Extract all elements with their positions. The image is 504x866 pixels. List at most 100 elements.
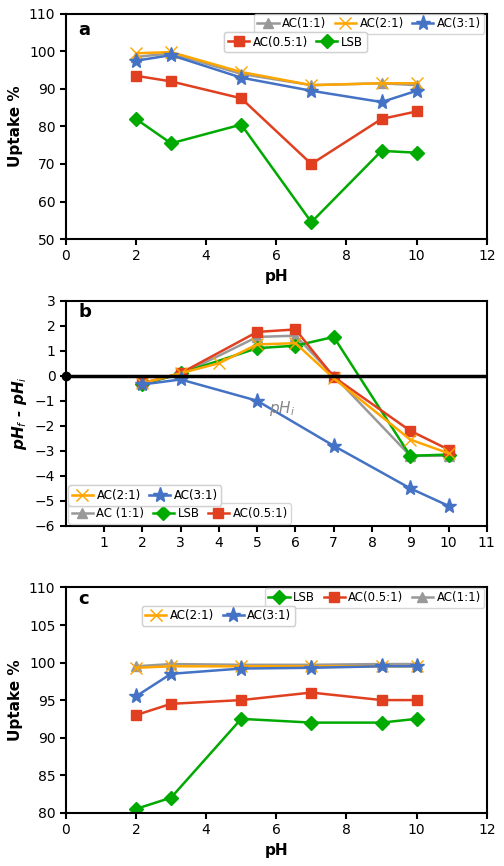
Line: AC(2:1): AC(2:1) [131, 47, 422, 91]
AC(2:1) [254, 339, 260, 350]
AC(1:1) [379, 659, 385, 669]
AC (1:1) [177, 369, 183, 379]
LSB [168, 139, 174, 149]
AC(3:1) [168, 669, 174, 679]
Line: AC(1:1): AC(1:1) [131, 659, 421, 671]
AC(3:1) [379, 97, 385, 107]
LSB [238, 120, 244, 130]
AC(2:1) [139, 378, 145, 389]
LSB [414, 714, 420, 724]
LSB [168, 792, 174, 803]
AC(0.5:1) [414, 695, 420, 705]
Legend: AC(0.5:1), LSB: AC(0.5:1), LSB [224, 32, 366, 52]
Legend: AC(2:1), AC(3:1): AC(2:1), AC(3:1) [142, 605, 295, 625]
AC(2:1) [177, 368, 183, 378]
AC(3:1) [238, 663, 244, 674]
Text: b: b [79, 303, 91, 321]
AC(2:1) [379, 78, 385, 88]
LSB [292, 340, 298, 351]
LSB [308, 217, 314, 228]
Line: AC(0.5:1): AC(0.5:1) [131, 688, 421, 720]
AC (1:1) [254, 332, 260, 342]
Line: AC(2:1): AC(2:1) [131, 661, 422, 674]
AC (1:1) [292, 331, 298, 341]
LSB [133, 804, 139, 814]
AC(3:1) [238, 73, 244, 83]
Line: AC(3:1): AC(3:1) [129, 659, 424, 704]
AC(1:1) [308, 660, 314, 670]
AC(0.5:1) [331, 372, 337, 382]
AC(2:1) [133, 662, 139, 673]
AC(3:1) [168, 50, 174, 61]
AC(3:1) [133, 55, 139, 66]
AC(3:1) [414, 661, 420, 671]
AC(0.5:1) [238, 695, 244, 705]
AC(3:1) [254, 396, 260, 406]
AC(2:1) [379, 661, 385, 671]
LSB [238, 714, 244, 724]
AC(2:1) [292, 338, 298, 348]
Text: a: a [79, 21, 90, 39]
AC(1:1) [379, 78, 385, 88]
Line: LSB: LSB [138, 332, 454, 461]
AC(1:1) [133, 52, 139, 62]
AC(0.5:1) [133, 710, 139, 721]
AC(2:1) [308, 661, 314, 671]
AC(1:1) [308, 80, 314, 90]
AC(3:1) [407, 483, 413, 494]
Text: c: c [79, 590, 89, 608]
Line: AC (1:1): AC (1:1) [138, 331, 454, 461]
AC(0.5:1) [379, 695, 385, 705]
AC (1:1) [446, 450, 452, 461]
AC(1:1) [238, 660, 244, 670]
Line: AC(1:1): AC(1:1) [131, 48, 421, 90]
AC(3:1) [331, 441, 337, 451]
AC(2:1) [407, 435, 413, 445]
AC(0.5:1) [407, 425, 413, 436]
LSB [414, 147, 420, 158]
LSB [177, 368, 183, 378]
AC(2:1) [414, 661, 420, 671]
AC(1:1) [414, 80, 420, 90]
X-axis label: pH: pH [265, 843, 288, 857]
LSB [139, 379, 145, 390]
Y-axis label: Uptake %: Uptake % [9, 86, 23, 167]
AC (1:1) [139, 378, 145, 389]
AC(2:1) [238, 661, 244, 671]
Line: AC(3:1): AC(3:1) [135, 372, 456, 514]
AC(2:1) [133, 48, 139, 58]
AC(0.5:1) [379, 113, 385, 124]
LSB [407, 450, 413, 461]
Line: AC(0.5:1): AC(0.5:1) [138, 325, 454, 455]
LSB [446, 449, 452, 460]
AC(0.5:1) [139, 378, 145, 389]
AC(0.5:1) [168, 76, 174, 87]
Line: AC(3:1): AC(3:1) [129, 48, 424, 110]
AC(1:1) [238, 68, 244, 79]
AC(3:1) [133, 691, 139, 701]
LSB [379, 717, 385, 727]
AC(3:1) [446, 501, 452, 511]
AC(3:1) [308, 662, 314, 673]
AC(3:1) [308, 86, 314, 96]
AC (1:1) [407, 450, 413, 461]
AC(2:1) [331, 373, 337, 384]
AC(0.5:1) [133, 70, 139, 81]
AC(0.5:1) [168, 699, 174, 709]
Y-axis label: Uptake %: Uptake % [9, 659, 23, 741]
AC(0.5:1) [238, 94, 244, 104]
AC(0.5:1) [177, 368, 183, 378]
Line: AC(2:1): AC(2:1) [137, 338, 454, 459]
AC(0.5:1) [292, 324, 298, 334]
AC(2:1) [308, 80, 314, 90]
Line: LSB: LSB [131, 114, 421, 227]
LSB [308, 717, 314, 727]
AC(1:1) [414, 659, 420, 669]
AC(3:1) [414, 86, 420, 96]
AC(3:1) [177, 374, 183, 385]
AC(1:1) [168, 659, 174, 669]
X-axis label: pH: pH [265, 269, 288, 284]
AC(0.5:1) [308, 688, 314, 698]
AC(2:1) [446, 448, 452, 458]
LSB [331, 332, 337, 342]
